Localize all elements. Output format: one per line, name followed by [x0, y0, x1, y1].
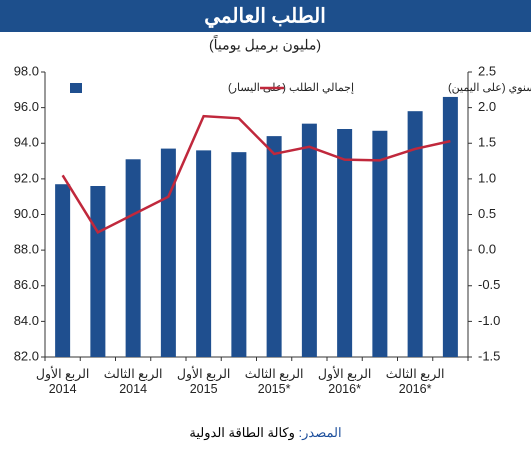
- y2-tick-label: 1.0: [478, 170, 496, 185]
- y-tick-label: 86.0: [14, 277, 39, 292]
- y-tick-label: 84.0: [14, 313, 39, 328]
- bar: [90, 186, 106, 357]
- y2-tick-label: 2.5: [478, 63, 496, 78]
- y2-tick-label: -0.5: [478, 277, 500, 292]
- legend-label: النمو على اساس سنوي (على اليمين): [448, 82, 531, 94]
- legend-label: إجمالي الطلب (على اليسار): [228, 82, 354, 94]
- bar: [442, 96, 458, 357]
- bar: [372, 130, 388, 357]
- bar: [160, 148, 176, 357]
- y-tick-label: 96.0: [14, 99, 39, 114]
- chart-subtitle: (مليون برميل يومياً): [209, 35, 321, 54]
- line: [61, 114, 451, 234]
- y-tick-label: 94.0: [14, 135, 39, 150]
- bar: [301, 123, 317, 357]
- source-label: المصدر:: [298, 425, 342, 440]
- y2-tick-label: 0.0: [478, 242, 496, 257]
- bar: [196, 150, 212, 357]
- bar: [407, 111, 423, 357]
- y2-tick-label: -1.5: [478, 348, 500, 363]
- y-tick-label: 92.0: [14, 170, 39, 185]
- x-tick-label: الربع الثالث 2014: [103, 367, 163, 396]
- y2-tick-label: 1.5: [478, 135, 496, 150]
- x-tick-label: الربع الأول 2014: [35, 367, 90, 396]
- y-tick-label: 82.0: [14, 348, 39, 363]
- source-text: وكالة الطاقة الدولية: [189, 425, 295, 440]
- x-tick-label: الربع الأول *2016: [317, 367, 372, 396]
- y2-tick-label: 2.0: [478, 99, 496, 114]
- y-tick-label: 98.0: [14, 63, 39, 78]
- bar: [55, 184, 71, 357]
- title-banner: [0, 0, 531, 32]
- chart-title: الطلب العالمي: [204, 5, 326, 28]
- x-tick-label: الربع الثالث *2016: [385, 367, 445, 396]
- bar: [266, 136, 282, 357]
- source: المصدر: وكالة الطاقة الدولية: [0, 425, 531, 441]
- legend-swatch: [70, 83, 82, 93]
- y2-tick-label: 0.5: [478, 206, 496, 221]
- y2-tick-label: -1.0: [478, 313, 500, 328]
- y-tick-label: 90.0: [14, 206, 39, 221]
- x-tick-label: الربع الأول 2015: [176, 367, 231, 396]
- bar: [337, 129, 353, 357]
- x-tick-label: الربع الثالث *2015: [244, 367, 304, 396]
- y-tick-label: 88.0: [14, 242, 39, 257]
- bar: [231, 152, 247, 357]
- bar: [125, 159, 141, 357]
